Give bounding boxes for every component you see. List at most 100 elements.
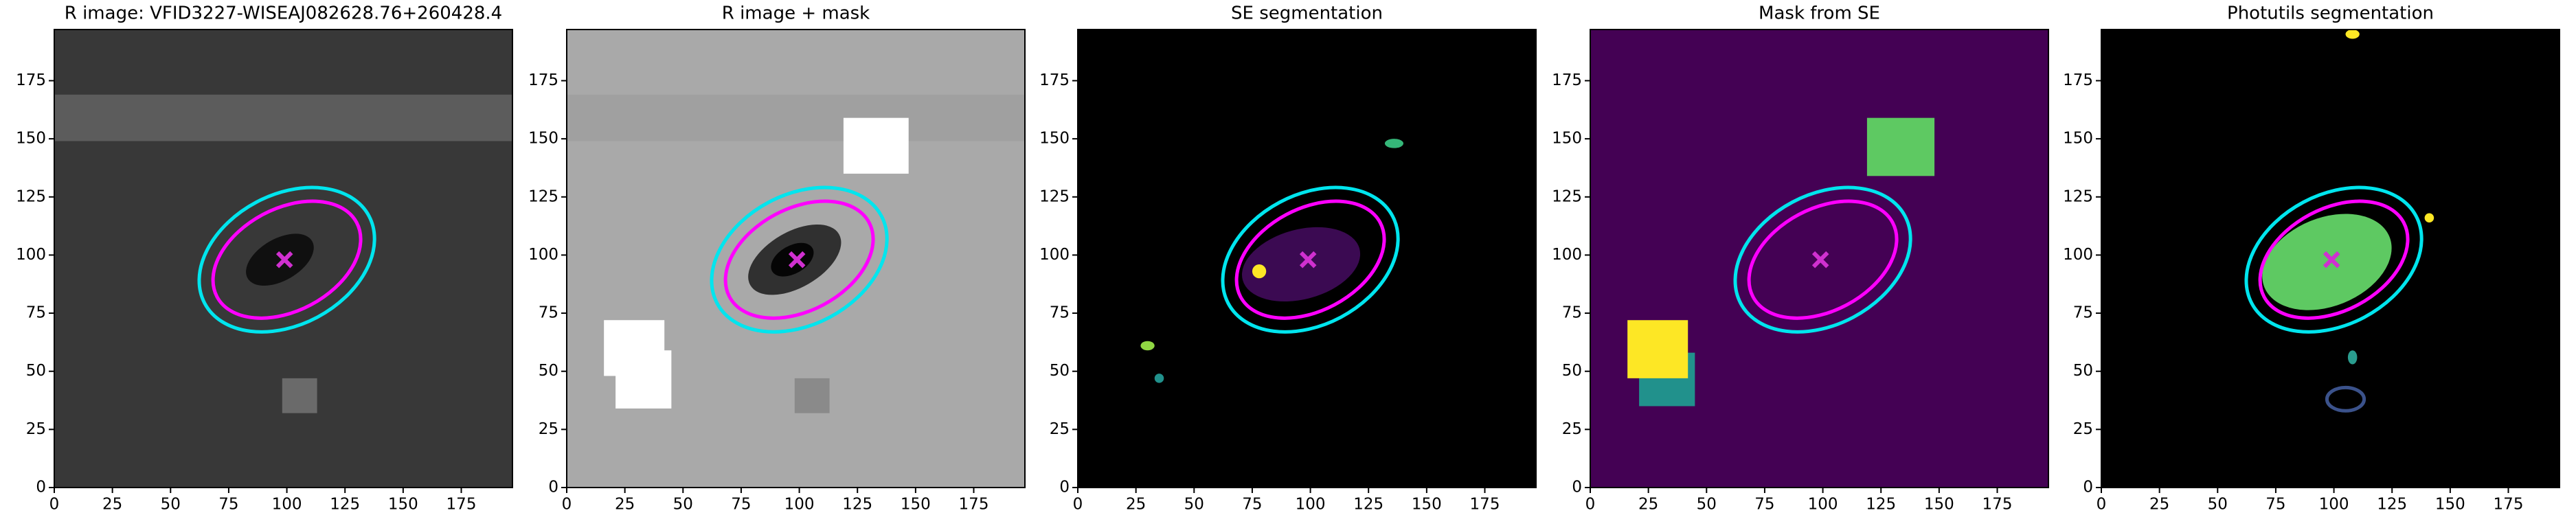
x-tick-label: 150 [1412, 496, 1442, 514]
x-tick-label: 50 [161, 496, 181, 514]
mask-region [794, 378, 830, 413]
y-tick-label: 175 [1039, 71, 1070, 89]
axes-frame [566, 29, 1026, 488]
x-tick-label: 175 [959, 496, 989, 514]
panel: Photutils segmentation 0 25 50 75 100 125 150 17… [2063, 3, 2560, 514]
y-tick-label: 25 [1050, 420, 1070, 438]
mask-region [567, 94, 1025, 141]
axes-frame [2101, 29, 2560, 488]
aperture-ellipse [2325, 385, 2366, 413]
x-tick-label: 50 [2208, 496, 2228, 514]
y-tick-label: 75 [26, 304, 46, 322]
x-tick-label: 0 [49, 496, 60, 514]
y-tick-label: 100 [16, 246, 46, 264]
y-tick-label: 125 [16, 187, 46, 205]
x-tick-label: 175 [1982, 496, 2013, 514]
image [567, 30, 1025, 488]
y-tick-label: 175 [528, 71, 558, 89]
aperture-ellipse [1234, 199, 1386, 320]
panel: Mask from SE 0 25 50 75 100 125 150 175 0 25 50 75 10… [1552, 3, 2049, 514]
x-tick-label: 125 [2377, 496, 2407, 514]
x-tick-label: 25 [102, 496, 122, 514]
x-tick-label: 25 [615, 496, 635, 514]
x-tick-label: 150 [2435, 496, 2465, 514]
x-tick-label: 50 [1184, 496, 1204, 514]
y-tick-label: 100 [1039, 246, 1070, 264]
panel-title: Mask from SE [1759, 3, 1880, 24]
source-region [246, 233, 314, 286]
source-region [1154, 374, 1164, 383]
x-tick-label: 100 [1808, 496, 1838, 514]
source-region [1252, 264, 1267, 279]
x-tick-label: 75 [2266, 496, 2285, 514]
y-tick-label: 125 [528, 187, 558, 205]
center-marker [1299, 251, 1317, 268]
x-tick-label: 125 [842, 496, 872, 514]
x-tick-label: 50 [1697, 496, 1717, 514]
aperture-ellipse [1747, 199, 1899, 320]
x-tick-label: 0 [2097, 496, 2107, 514]
x-tick-label: 0 [1073, 496, 1083, 514]
mask-region [54, 94, 512, 141]
axes-frame [1077, 29, 1537, 488]
x-tick-label: 75 [218, 496, 238, 514]
y-tick-label: 150 [528, 130, 558, 148]
source-region [2424, 213, 2434, 223]
x-tick-label: 175 [1470, 496, 1500, 514]
axes-frame [54, 29, 513, 488]
y-tick-label: 100 [528, 246, 558, 264]
center-marker [788, 251, 806, 268]
image [1590, 30, 2048, 488]
x-tick-label: 100 [784, 496, 815, 514]
aperture-ellipse [1221, 185, 1400, 334]
y-tick-label: 25 [1562, 420, 1582, 438]
x-tick-label: 100 [272, 496, 302, 514]
source-region [771, 242, 814, 277]
y-tick-label: 125 [1039, 187, 1070, 205]
mask-region [1627, 320, 1688, 378]
aperture-ellipse [723, 199, 875, 320]
mask-region [1866, 117, 1935, 176]
x-tick-label: 0 [562, 496, 572, 514]
mask-region [282, 378, 317, 413]
aperture-ellipse [2244, 185, 2424, 334]
center-marker [1811, 251, 1829, 268]
x-tick-label: 125 [1866, 496, 1896, 514]
x-tick-label: 75 [1242, 496, 1262, 514]
panel: R image + mask 0 25 50 75 100 125 150 175 0 25 50 75… [528, 3, 1026, 514]
image [2101, 30, 2560, 488]
panel-title: SE segmentation [1231, 3, 1383, 24]
x-tick-label: 175 [447, 496, 477, 514]
y-tick-label: 50 [1562, 362, 1582, 380]
y-tick-label: 50 [1050, 362, 1070, 380]
aperture-ellipse [197, 185, 376, 334]
x-tick-label: 75 [1754, 496, 1774, 514]
center-marker [2323, 251, 2340, 268]
y-tick-label: 75 [1050, 304, 1070, 322]
x-tick-label: 0 [1585, 496, 1596, 514]
y-tick-label: 125 [2063, 187, 2093, 205]
y-tick-label: 125 [1552, 187, 1582, 205]
y-tick-label: 175 [1552, 71, 1582, 89]
source-region [2345, 30, 2360, 39]
y-tick-label: 0 [1572, 479, 1582, 496]
x-tick-label: 125 [1353, 496, 1383, 514]
y-tick-label: 150 [16, 130, 46, 148]
panel: R image: VFID3227-WISEAJ082628.76+260428… [16, 3, 513, 514]
x-tick-label: 150 [901, 496, 931, 514]
y-tick-label: 150 [1039, 130, 1070, 148]
y-tick-label: 75 [2073, 304, 2093, 322]
aperture-ellipse [211, 199, 363, 320]
y-tick-label: 175 [16, 71, 46, 89]
x-tick-label: 50 [673, 496, 693, 514]
image [54, 30, 512, 488]
y-tick-label: 0 [1059, 479, 1070, 496]
y-tick-label: 25 [2073, 420, 2093, 438]
y-tick-label: 0 [36, 479, 46, 496]
y-tick-label: 0 [2083, 479, 2093, 496]
center-marker [275, 251, 293, 268]
aperture-ellipse [2258, 199, 2410, 320]
y-tick-label: 50 [2073, 362, 2093, 380]
y-tick-label: 175 [2063, 71, 2093, 89]
